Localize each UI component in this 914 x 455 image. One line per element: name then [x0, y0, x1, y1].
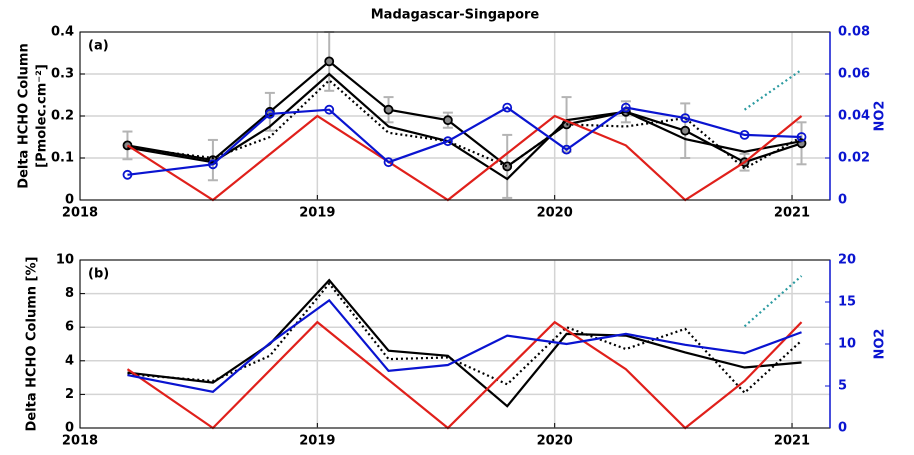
y-tick-label: 2 [65, 387, 74, 402]
y2-tick-label: 0.04 [838, 109, 870, 124]
x-tick-label: 2019 [299, 434, 335, 449]
y-tick-label: 0.2 [51, 109, 74, 124]
series-line [126, 114, 803, 202]
y-tick-label: 0.3 [51, 67, 74, 82]
x-tick-label: 2018 [62, 206, 98, 221]
panel-label: (b) [88, 267, 109, 282]
y-tick-label: 6 [65, 320, 74, 335]
x-tick-label: 2020 [537, 434, 573, 449]
series-line [743, 275, 803, 328]
y-tick-label: 0 [65, 421, 74, 436]
x-tick-label: 2018 [62, 434, 98, 449]
y-axis-label: Delta HCHO Column [17, 43, 32, 188]
y2-tick-label: 0 [838, 193, 847, 208]
y-tick-label: 0 [65, 193, 74, 208]
y2-tick-label: 0.08 [838, 25, 870, 40]
series-line [127, 78, 803, 170]
chart-title: Madagascar-Singapore [371, 8, 540, 23]
point [561, 144, 572, 155]
point [796, 132, 807, 142]
series-line [127, 106, 802, 176]
point [680, 125, 691, 136]
series-line [127, 298, 802, 394]
x-tick-label: 2019 [299, 206, 335, 221]
point [324, 56, 335, 67]
point [620, 102, 631, 113]
y2-tick-label: 10 [838, 337, 856, 352]
series-line [127, 59, 802, 168]
point [442, 115, 453, 126]
series-line [127, 278, 802, 408]
y2-tick-label: 20 [838, 253, 856, 268]
series-line [127, 281, 803, 395]
y2-axis-label: NO2 [873, 329, 888, 360]
y-axis-label: Delta HCHO Column [%] [25, 257, 40, 432]
y2-tick-label: 0 [838, 421, 847, 436]
y2-axis-label: NO2 [873, 101, 888, 132]
series-line [743, 68, 803, 111]
point [264, 109, 275, 119]
y2-tick-label: 15 [838, 295, 856, 310]
point [383, 104, 394, 115]
y-axis-label: [Pmolec.cm⁻²] [35, 64, 50, 168]
point [739, 129, 750, 140]
panel-label: (a) [88, 39, 109, 54]
point [324, 104, 335, 115]
point [383, 157, 394, 168]
x-tick-label: 2021 [774, 434, 810, 449]
series-line [126, 320, 803, 430]
y2-tick-label: 5 [838, 379, 847, 394]
y-tick-label: 8 [65, 286, 74, 301]
y-tick-label: 0.1 [51, 151, 74, 166]
y-tick-label: 0.4 [51, 25, 74, 40]
series-line [127, 72, 802, 181]
point [122, 169, 133, 180]
point [502, 102, 513, 113]
y-tick-label: 4 [65, 353, 74, 368]
point [208, 159, 218, 170]
point [442, 136, 453, 147]
y-tick-label: 10 [56, 253, 74, 268]
x-tick-label: 2020 [537, 206, 573, 221]
x-tick-label: 2021 [774, 206, 810, 221]
y2-tick-label: 0.02 [838, 151, 870, 166]
point [680, 113, 691, 123]
y2-tick-label: 0.06 [838, 67, 870, 82]
